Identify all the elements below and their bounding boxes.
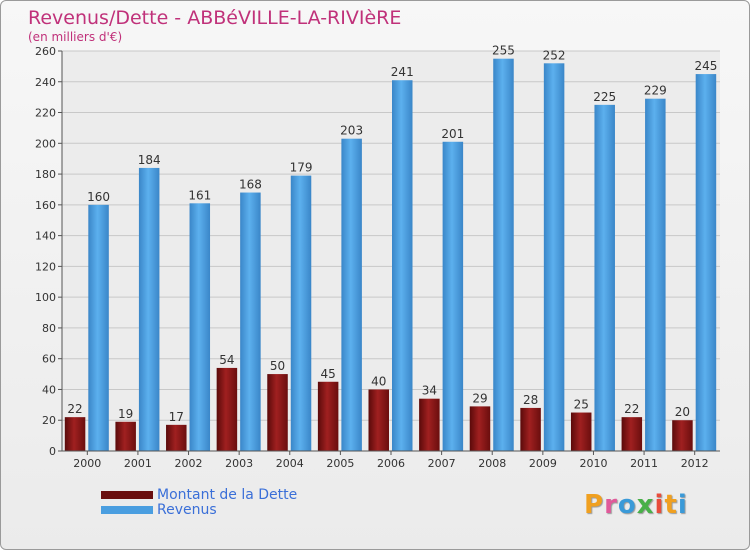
x-tick-label: 2010: [579, 457, 607, 470]
y-tick-label: 60: [42, 353, 56, 366]
x-tick-label: 2008: [478, 457, 506, 470]
debt-bar: [419, 398, 440, 451]
x-tick-label: 2009: [529, 457, 557, 470]
legend-label-debt: Montant de la Dette: [157, 486, 298, 503]
y-tick-label: 120: [35, 260, 56, 273]
revenue-bar: [493, 58, 514, 451]
debt-value-label: 29: [472, 391, 487, 405]
debt-bar: [267, 374, 288, 451]
debt-bar: [520, 407, 541, 451]
debt-value-label: 34: [422, 384, 437, 398]
x-tick-label: 2002: [175, 457, 203, 470]
revenue-value-label: 241: [391, 65, 414, 79]
revenue-value-label: 229: [644, 84, 667, 98]
y-tick-label: 160: [35, 199, 56, 212]
debt-value-label: 22: [624, 402, 639, 416]
y-tick-label: 20: [42, 414, 56, 427]
revenue-bar: [392, 80, 413, 451]
chart-subtitle: (en milliers d'€): [28, 30, 123, 44]
revenue-bar: [240, 192, 261, 452]
y-tick-label: 100: [35, 291, 56, 304]
revenue-value-label: 245: [694, 59, 717, 73]
revenue-value-label: 252: [543, 48, 566, 62]
debt-bar: [621, 417, 643, 451]
legend-swatch-debt: [101, 490, 153, 499]
debt-value-label: 19: [118, 407, 133, 421]
revenue-bar: [645, 98, 666, 451]
revenue-bar: [189, 203, 211, 451]
chart-title: Revenus/Dette - ABBéVILLE-LA-RIVIèRE: [28, 7, 402, 29]
legend-item-revenue: Revenus: [101, 501, 297, 518]
x-tick-label: 2003: [225, 457, 253, 470]
x-tick-label: 2012: [681, 457, 709, 470]
revenue-value-label: 184: [138, 153, 161, 167]
debt-bar: [115, 421, 136, 451]
debt-value-label: 50: [270, 359, 285, 373]
proxiti-logo: Proxiti: [584, 490, 688, 520]
revenue-bar: [442, 141, 464, 451]
plot-background: [62, 51, 720, 451]
debt-bar: [672, 420, 693, 451]
y-tick-label: 40: [42, 383, 56, 396]
x-tick-label: 2001: [124, 457, 152, 470]
debt-value-label: 25: [574, 398, 589, 412]
debt-bar: [570, 412, 592, 451]
debt-bar: [368, 389, 389, 451]
revenue-value-label: 201: [441, 127, 464, 141]
y-tick-label: 220: [35, 107, 56, 120]
debt-bar: [469, 406, 491, 451]
y-tick-label: 0: [49, 445, 56, 458]
x-tick-label: 2004: [276, 457, 304, 470]
x-tick-label: 2011: [630, 457, 658, 470]
x-tick-label: 2007: [428, 457, 456, 470]
y-tick-label: 260: [35, 45, 56, 58]
legend: Montant de la Dette Revenus: [101, 486, 298, 518]
debt-value-label: 22: [67, 402, 82, 416]
revenue-bar: [543, 63, 565, 452]
y-tick-label: 140: [35, 230, 56, 243]
debt-value-label: 20: [675, 405, 690, 419]
y-tick-label: 180: [35, 168, 56, 181]
legend-swatch-revenue: [101, 505, 153, 514]
y-tick-label: 80: [42, 322, 56, 335]
debt-value-label: 40: [371, 374, 386, 388]
revenue-bar: [290, 175, 312, 451]
debt-value-label: 54: [219, 353, 234, 367]
revenue-bar: [138, 167, 160, 451]
legend-item-debt: Montant de la Dette: [101, 486, 298, 503]
revenue-value-label: 225: [593, 90, 616, 104]
revenue-bar: [695, 74, 717, 452]
x-tick-label: 2000: [73, 457, 101, 470]
debt-bar: [216, 367, 238, 451]
debt-value-label: 45: [320, 367, 335, 381]
y-tick-label: 240: [35, 76, 56, 89]
revenue-bar: [88, 204, 109, 451]
y-tick-label: 200: [35, 137, 56, 150]
x-tick-label: 2006: [377, 457, 405, 470]
legend-label-revenue: Revenus: [157, 501, 217, 518]
debt-bar: [317, 381, 339, 451]
debt-value-label: 28: [523, 393, 538, 407]
revenue-bar: [341, 138, 362, 451]
debt-value-label: 17: [169, 410, 184, 424]
revenue-value-label: 168: [239, 178, 262, 192]
revenue-value-label: 160: [87, 190, 110, 204]
revenue-value-label: 161: [188, 188, 211, 202]
debt-bar: [64, 417, 86, 451]
x-tick-label: 2005: [326, 457, 354, 470]
revenue-bar: [594, 104, 615, 451]
revenue-value-label: 255: [492, 44, 515, 58]
revenue-value-label: 203: [340, 124, 363, 138]
debt-bar: [166, 424, 187, 451]
revenue-value-label: 179: [290, 161, 313, 175]
